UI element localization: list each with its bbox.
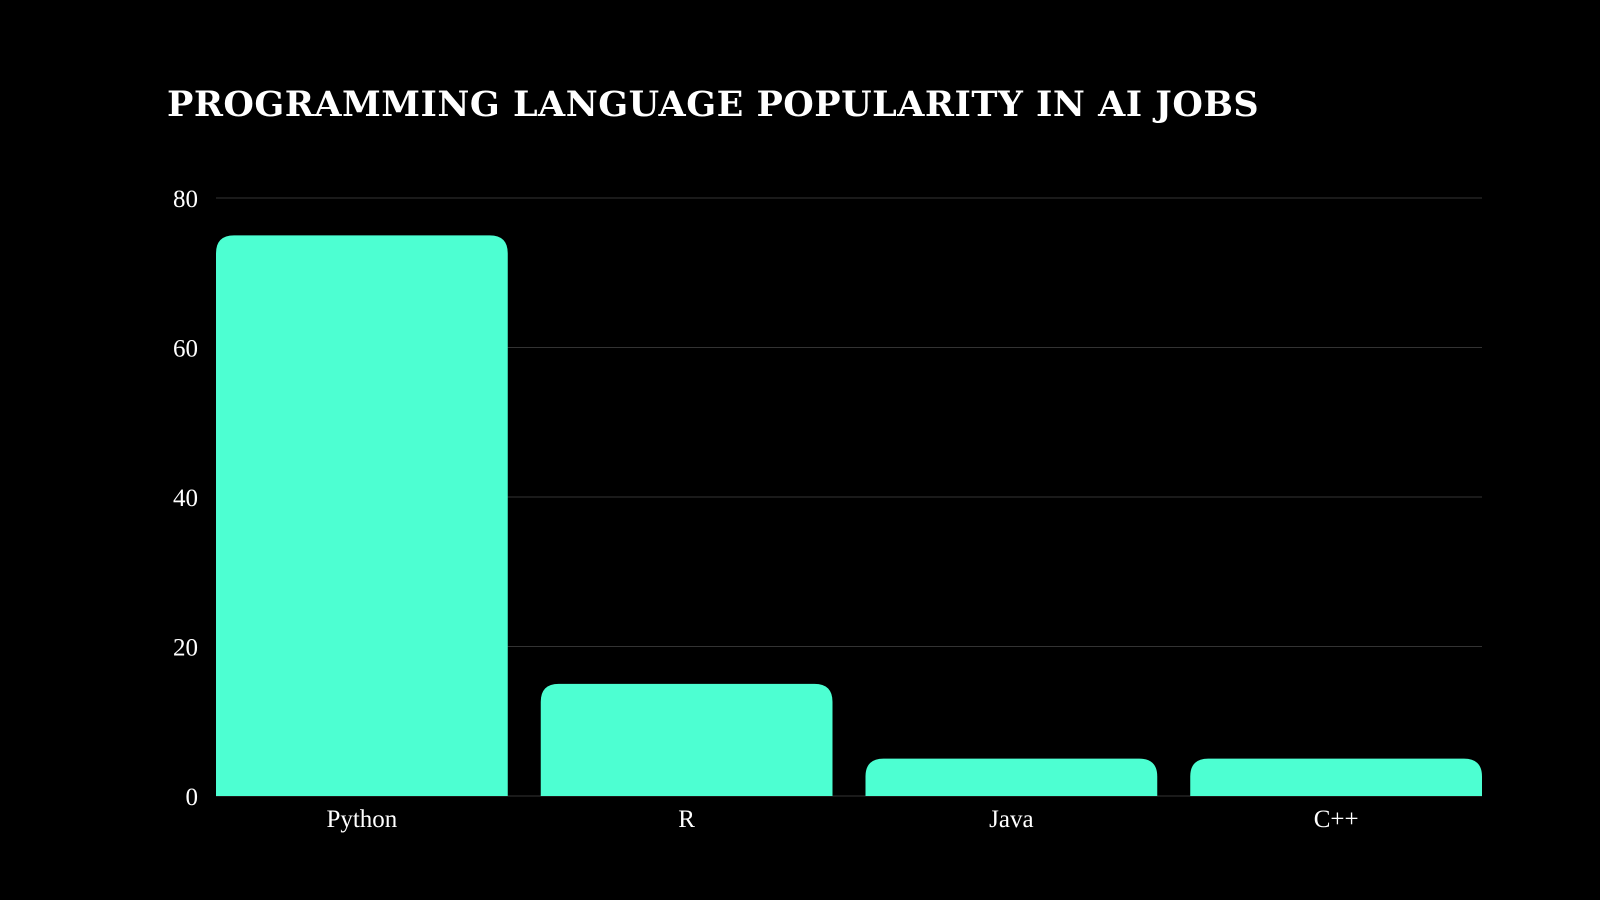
- x-tick-label: Python: [326, 806, 397, 833]
- bar-python: [216, 235, 508, 796]
- y-tick-label: 20: [173, 635, 198, 662]
- y-tick-label: 0: [186, 784, 199, 811]
- y-tick-label: 60: [173, 336, 198, 363]
- bar-java: [865, 758, 1158, 796]
- y-tick-label: 40: [173, 485, 198, 512]
- x-tick-label: R: [678, 806, 695, 833]
- bar-c-: [1190, 758, 1482, 796]
- bar-r: [540, 683, 833, 796]
- chart-title: PROGRAMMING LANGUAGE POPULARITY IN AI JO…: [167, 84, 1260, 125]
- x-tick-label: C++: [1314, 806, 1359, 833]
- y-tick-label: 80: [173, 186, 198, 213]
- x-tick-label: Java: [989, 806, 1033, 833]
